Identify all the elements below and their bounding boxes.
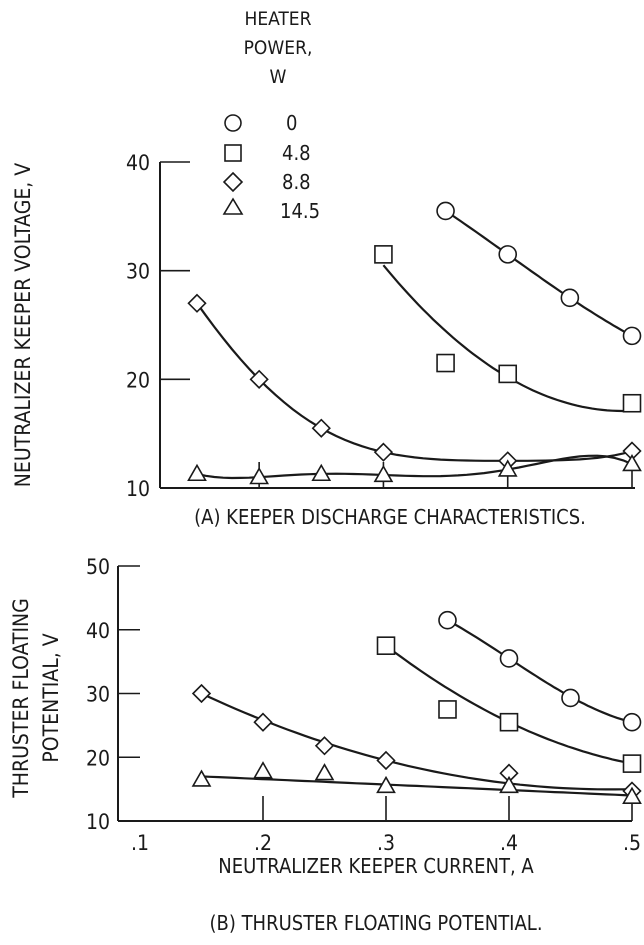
panel-b-x-tick-label--5: .5	[623, 831, 641, 855]
legend-title-line-3: W	[270, 66, 287, 88]
legend-circle-marker	[224, 114, 242, 132]
panel-a-y-tick-label-30: 30	[126, 260, 150, 284]
panel-a-point-diamond-2	[311, 418, 331, 438]
panel-b-point-diamond-1	[253, 712, 273, 732]
panel-a-point-triangle-2	[311, 463, 332, 482]
panel-b-point-square-1	[438, 700, 457, 719]
panel-a-point-square-1	[436, 353, 455, 373]
panel-a-point-triangle-5	[622, 453, 642, 472]
panel-b-x-label: NEUTRALIZER KEEPER CURRENT, A	[218, 854, 534, 878]
panel-a-point-circle-1	[498, 245, 518, 264]
panel-b-point-triangle-4	[499, 775, 519, 794]
panel-b-point-triangle-5	[622, 786, 642, 804]
panel-b-y-tick-label-20: 20	[86, 746, 110, 770]
panel-a-y-tick-label-20: 20	[126, 368, 150, 392]
legend-diamond-marker	[222, 171, 244, 193]
panel-b-point-diamond-0	[191, 683, 212, 704]
panel-a-point-circle-3	[622, 326, 642, 346]
panel-a-point-square-2	[498, 364, 518, 384]
panel-a-point-triangle-4	[497, 459, 518, 477]
panel-a-curves	[196, 209, 633, 480]
panel-b-point-circle-3	[622, 712, 642, 732]
panel-a-point-triangle-0	[187, 463, 207, 482]
legend-triangle-marker	[222, 197, 244, 215]
panel-b-chart: 10 20 30 40 50 .1 .2 .3 .4 .5 THRUSTER FLOATING P…	[9, 555, 642, 935]
panel-a-point-diamond-3	[373, 442, 394, 462]
panel-b-ticks: 10 20 30 40 50 .1 .2 .3 .4 .5	[86, 555, 641, 855]
panel-b-curve-circle	[446, 619, 633, 724]
panel-b-y-label-line-1: THRUSTER FLOATING	[9, 598, 33, 799]
panel-a-y-tick-label-40: 40	[126, 151, 150, 175]
panel-b-point-triangle-1	[253, 761, 273, 779]
panel-a-point-diamond-0	[187, 293, 207, 313]
panel-b-y-tick-label-50: 50	[86, 555, 110, 579]
panel-a-point-circle-0	[436, 201, 455, 221]
panel-b-point-triangle-2	[314, 763, 335, 781]
panel-b-point-triangle-0	[191, 769, 212, 787]
panel-a-curve-circle	[444, 209, 633, 337]
legend-title-line-1: HEATER	[245, 8, 312, 30]
legend-label-4-8: 4.8	[282, 141, 311, 165]
panel-a-point-diamond-1	[249, 369, 269, 389]
panel-b-point-square-3	[622, 754, 642, 773]
panel-b-point-square-0	[376, 636, 396, 655]
panel-b-x-tick-label--1: .1	[131, 831, 149, 855]
panel-b-point-circle-2	[561, 688, 580, 708]
panel-a-curve-square	[382, 264, 633, 413]
panel-b-y-tick-label-40: 40	[86, 619, 110, 643]
panel-b-y-label-line-2: POTENTIAL, V	[39, 633, 63, 762]
panel-b-point-square-2	[499, 712, 519, 732]
legend-label-0: 0	[286, 111, 297, 135]
panel-b-y-tick-label-30: 30	[86, 683, 110, 707]
panel-b-x-tick-label--4: .4	[500, 831, 518, 855]
panel-b-point-triangle-3	[376, 775, 396, 794]
panel-a-y-label: NEUTRALIZER KEEPER VOLTAGE, V	[11, 163, 35, 488]
panel-b-point-circle-0	[438, 610, 457, 630]
legend: HEATER POWER, W 0 4.8 8.8 14.5	[222, 8, 320, 223]
panel-a-curve-triangle	[196, 454, 633, 480]
panel-b-point-circle-1	[499, 649, 519, 668]
panel-b-curve-triangle	[201, 775, 633, 797]
panel-a-point-triangle-3	[373, 464, 394, 483]
panel-b-x-tick-label--3: .3	[377, 831, 395, 855]
panel-a-chart: 10 20 30 40 NEUTRALIZER KEEPER VOLTAGE, V (…	[11, 151, 642, 529]
legend-label-14-5: 14.5	[280, 199, 320, 223]
legend-label-8-8: 8.8	[282, 170, 311, 194]
panel-a-points	[187, 201, 642, 485]
panel-a-point-circle-2	[560, 288, 580, 308]
panel-a-point-triangle-1	[249, 467, 270, 485]
panel-b-curve-diamond	[201, 692, 633, 791]
panel-b-y-tick-label-10: 10	[86, 810, 110, 834]
panel-b-point-diamond-3	[376, 750, 396, 771]
panel-b-points	[191, 610, 642, 804]
panel-a-ticks: 10 20 30 40	[126, 151, 633, 501]
panel-b-point-diamond-2	[314, 736, 335, 756]
panel-a-point-square-0	[374, 245, 393, 264]
panel-a-y-tick-label-10: 10	[126, 477, 150, 501]
panel-a-caption: (A) KEEPER DISCHARGE CHARACTERISTICS.	[194, 505, 586, 529]
legend-square-marker	[224, 144, 242, 162]
legend-title-line-2: POWER,	[244, 37, 313, 59]
panel-b-caption: (B) THRUSTER FLOATING POTENTIAL.	[209, 911, 542, 935]
panel-a-point-square-3	[622, 393, 642, 413]
panel-b-x-tick-label--2: .2	[254, 831, 272, 855]
